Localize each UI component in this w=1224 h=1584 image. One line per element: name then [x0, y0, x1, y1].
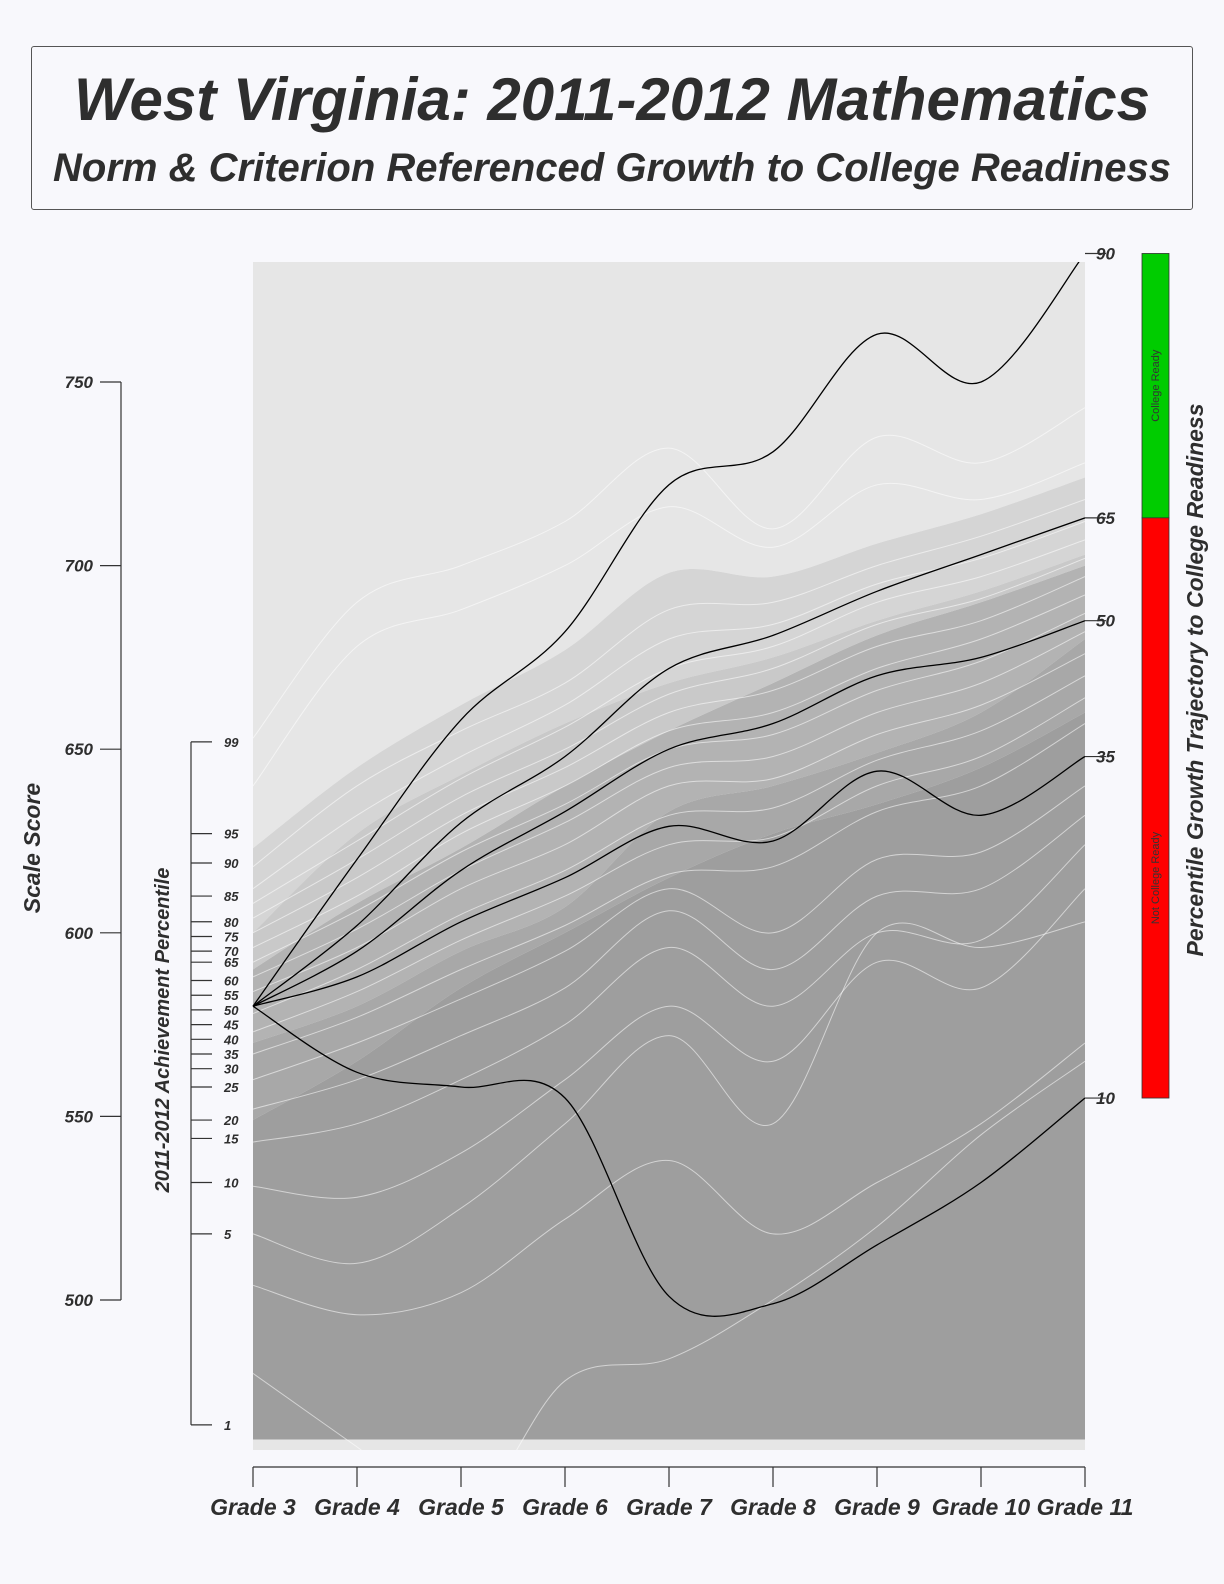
achievement-tick-label: 20 — [223, 1113, 239, 1128]
percentile-band — [253, 639, 1085, 1121]
scale-score-tick-label: 750 — [65, 373, 94, 392]
achievement-tick-label: 95 — [224, 827, 239, 842]
achievement-tick-label: 80 — [224, 915, 239, 930]
scale-score-tick-label: 600 — [65, 924, 94, 943]
percentile-curve — [252, 576, 1085, 934]
growth-trajectory-10 — [252, 1005, 1085, 1317]
grade-tick-label: Grade 7 — [626, 1494, 713, 1520]
grade-tick-label: Grade 10 — [932, 1494, 1031, 1520]
not-college-ready-label: Not College Ready — [1150, 831, 1162, 924]
trajectory-tick-label: 90 — [1096, 244, 1115, 263]
growth-trajectory-90 — [252, 262, 1080, 1007]
achievement-tick-label: 65 — [224, 955, 239, 970]
achievement-tick-label: 99 — [224, 735, 239, 750]
percentile-curve — [252, 1060, 1085, 1450]
achievement-tick-label: 10 — [224, 1175, 239, 1190]
percentile-curve — [252, 921, 1085, 1265]
trajectory-tick-label: 10 — [1096, 1089, 1115, 1108]
trajectory-tick-label: 35 — [1096, 748, 1115, 767]
percentile-curve — [252, 462, 1085, 787]
scale-score-tick-label: 500 — [65, 1291, 94, 1310]
percentile-bands — [253, 262, 1085, 1450]
percentile-curve — [252, 1042, 1085, 1316]
growth-trajectory-65 — [252, 517, 1085, 1007]
achievement-tick-label: 75 — [224, 929, 239, 944]
grade-tick-label: Grade 5 — [418, 1494, 505, 1520]
achievement-tick-label: 85 — [224, 889, 239, 904]
achievement-tick-label: 55 — [224, 988, 239, 1003]
scale-score-axis-label: Scale Score — [19, 783, 45, 914]
percentile-curve — [252, 675, 1085, 1015]
trajectory-axis-label: Percentile Growth Trajectory to College … — [1182, 403, 1208, 956]
percentile-curve — [252, 407, 1085, 739]
achievement-tick-label: 15 — [224, 1131, 239, 1146]
percentile-band — [253, 262, 1085, 849]
percentile-band — [253, 712, 1085, 1440]
percentile-curve — [252, 631, 1085, 978]
growth-trajectory-50 — [252, 620, 1085, 1007]
college-ready-label: College Ready — [1150, 349, 1162, 422]
percentile-curve — [252, 557, 1085, 919]
percentile-band — [253, 565, 1085, 1043]
title-frame — [31, 46, 1193, 210]
percentile-curve — [252, 697, 1085, 1033]
percentile-grid-lines — [252, 407, 1085, 1450]
grade-tick-label: Grade 4 — [314, 1494, 400, 1520]
grade-tick-label: Grade 9 — [834, 1494, 920, 1520]
chart-title: West Virginia: 2011-2012 Mathematics — [73, 66, 1150, 133]
achievement-tick-label: 45 — [223, 1018, 239, 1033]
achievement-tick-label: 35 — [224, 1047, 239, 1062]
achievement-tick-label: 90 — [224, 856, 239, 871]
achievement-tick-label: 1 — [224, 1418, 231, 1433]
college-ready-segment — [1141, 253, 1170, 519]
growth-trajectories — [252, 262, 1085, 1317]
achievement-tick-label: 30 — [224, 1062, 239, 1077]
percentile-curve — [252, 499, 1085, 868]
grade-tick-label: Grade 6 — [522, 1494, 608, 1520]
percentile-curve — [252, 785, 1085, 1081]
percentile-curve — [252, 723, 1085, 1055]
scale-score-tick-label: 650 — [65, 740, 94, 759]
achievement-tick-label: 5 — [224, 1227, 232, 1242]
percentile-curve — [252, 888, 1085, 1199]
college-readiness-bar: College Ready Not College Ready — [1141, 253, 1170, 1099]
achievement-tick-label: 60 — [224, 974, 239, 989]
scale-score-tick-label: 550 — [65, 1107, 94, 1126]
chart-subtitle: Norm & Criterion Referenced Growth to Co… — [53, 146, 1171, 190]
grade-tick-label: Grade 11 — [1037, 1494, 1134, 1520]
percentile-curve — [252, 814, 1085, 1110]
scale-score-tick-label: 700 — [65, 557, 94, 576]
achievement-tick-label: 70 — [224, 944, 239, 959]
not-college-ready-segment — [1141, 517, 1170, 1099]
percentile-curve — [252, 594, 1085, 948]
grade-tick-label: Grade 3 — [210, 1494, 296, 1520]
trajectory-tick-label: 65 — [1096, 509, 1115, 528]
achievement-axis-label: 2011-2012 Achievement Percentile — [152, 868, 174, 1194]
achievement-tick-label: 25 — [223, 1080, 239, 1095]
achievement-tick-label: 40 — [223, 1032, 239, 1047]
grade-tick-label: Grade 8 — [730, 1494, 816, 1520]
growth-trajectory-35 — [252, 755, 1085, 1007]
percentile-curve — [252, 653, 1085, 993]
trajectory-tick-label: 50 — [1096, 612, 1115, 631]
achievement-tick-label: 50 — [224, 1003, 239, 1018]
